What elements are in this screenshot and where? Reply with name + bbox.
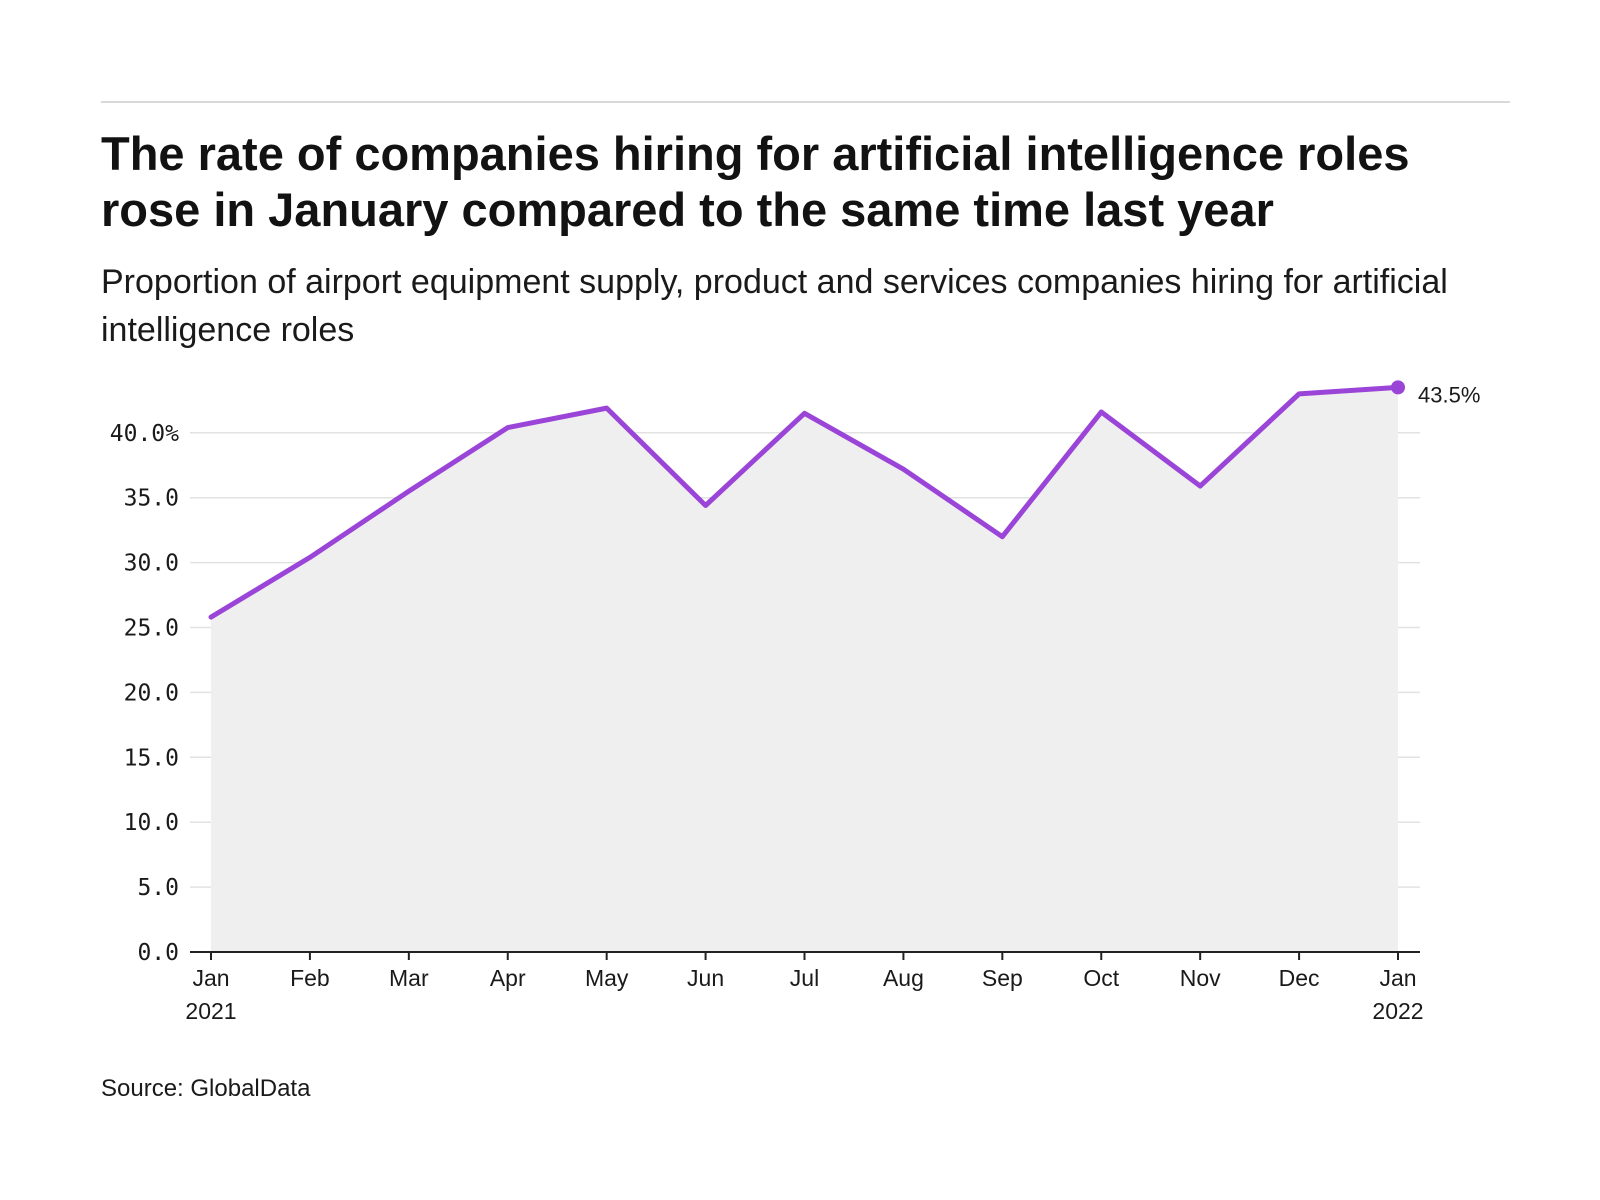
y-tick-label: 25.0 xyxy=(124,616,179,642)
x-tick-label: Sep xyxy=(982,965,1023,991)
chart-title: The rate of companies hiring for artific… xyxy=(101,127,1410,236)
y-tick-label: 20.0 xyxy=(124,680,179,706)
series-line xyxy=(208,384,1401,620)
y-tick-label: 10.0 xyxy=(124,810,179,836)
x-tick-label: 2022 xyxy=(1372,998,1423,1024)
x-tick-label: Dec xyxy=(1279,965,1320,991)
x-tick-label: Feb xyxy=(290,965,330,991)
x-axis-ticks: Jan 2021 Feb Mar Apr May Jun Jul Aug Sep Oct Nov Dec… xyxy=(185,952,1424,1024)
x-tick-label: Jan xyxy=(1379,965,1416,991)
y-tick-label: 30.0 xyxy=(124,551,179,577)
x-tick-label: Jun xyxy=(687,965,724,991)
source-note: Source: GlobalData xyxy=(101,1075,311,1102)
area-fill xyxy=(211,387,1398,952)
chart-subtitle: Proportion of airport equipment supply, … xyxy=(101,263,1448,349)
x-tick-label: Aug xyxy=(883,965,924,991)
x-tick-label: Apr xyxy=(490,965,526,991)
top-divider xyxy=(101,101,1510,103)
y-tick-label: 0.0 xyxy=(137,940,179,966)
y-tick-label: 35.0 xyxy=(124,486,179,512)
end-point-marker xyxy=(1391,380,1405,395)
y-tick-label: 15.0 xyxy=(124,745,179,771)
data-points xyxy=(1391,380,1405,395)
x-tick-label: Jul xyxy=(790,965,819,991)
x-tick-label: May xyxy=(585,965,629,991)
x-tick-label: Nov xyxy=(1180,965,1221,991)
x-tick-label: Jan xyxy=(192,965,229,991)
y-tick-label: 40.0% xyxy=(110,421,179,447)
end-value-label: 43.5% xyxy=(1418,382,1480,407)
x-tick-label: Mar xyxy=(389,965,429,991)
x-tick-label: Oct xyxy=(1083,965,1119,991)
y-tick-label: 5.0 xyxy=(137,875,179,901)
y-axis-ticks: 0.0 5.0 10.0 15.0 20.0 25.0 30.0 35.0 40.0% xyxy=(110,421,179,966)
x-tick-label: 2021 xyxy=(185,998,236,1024)
